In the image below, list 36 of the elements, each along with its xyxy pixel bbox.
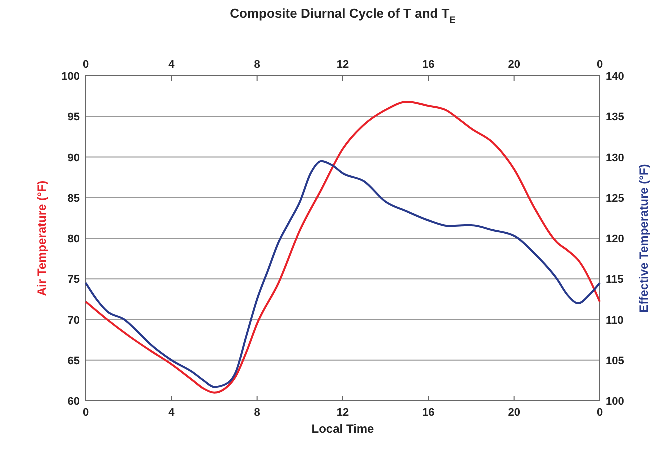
y2-tick-label: 115 — [606, 274, 624, 286]
y2-tick-label: 135 — [606, 112, 624, 124]
y-tick-label: 95 — [68, 112, 80, 124]
x2-tick-label: 4 — [168, 407, 176, 419]
x-tick-label: 8 — [254, 59, 260, 71]
x2-tick-label: 8 — [254, 407, 260, 419]
y2-tick-label: 130 — [606, 152, 624, 164]
y2-axis-title: Effective Temperature (°F) — [637, 164, 651, 313]
x-tick-label: 4 — [168, 59, 176, 71]
y-tick-label: 90 — [68, 152, 80, 164]
x-tick-label: 0 — [82, 59, 90, 71]
y2-tick-label: 105 — [606, 355, 624, 368]
x2-tick-label: 12 — [336, 407, 350, 419]
y-tick-label: 70 — [68, 314, 80, 327]
y2-tick-label: 100 — [606, 396, 624, 408]
x-tick-label: 12 — [336, 59, 350, 71]
y-tick-label: 85 — [68, 192, 80, 205]
y-axis-title: Air Temperature (°F) — [35, 180, 49, 296]
y2-tick-label: 125 — [606, 192, 624, 205]
y-tick-label: 60 — [68, 396, 80, 408]
y-tick-label: 100 — [62, 71, 80, 83]
x-tick-label: 0 — [596, 59, 604, 71]
x-tick-label: 20 — [508, 59, 520, 71]
chart-title: Composite Diurnal Cycle of T and T$_{E}$ — [230, 6, 456, 25]
x-tick-label: 16 — [422, 59, 435, 71]
y-tick-label: 75 — [68, 274, 80, 286]
x2-tick-label: 0 — [82, 407, 90, 419]
x-axis-title: Local Time — [312, 422, 375, 436]
x2-tick-label: 20 — [508, 407, 520, 419]
y2-tick-label: 110 — [606, 314, 624, 327]
y-tick-label: 65 — [68, 355, 80, 368]
y-tick-label: 80 — [68, 234, 80, 246]
y2-tick-label: 140 — [606, 71, 624, 83]
y2-tick-label: 120 — [606, 234, 624, 246]
x2-tick-label: 0 — [596, 407, 604, 419]
x2-tick-label: 16 — [422, 407, 435, 419]
